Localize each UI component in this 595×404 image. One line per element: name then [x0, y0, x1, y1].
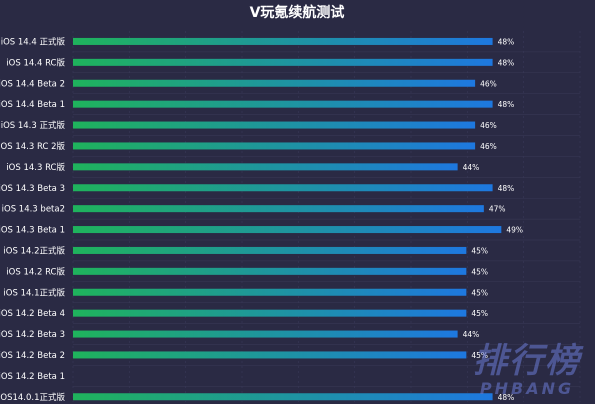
bar — [73, 37, 493, 45]
bar — [73, 100, 493, 108]
value-label: 49% — [506, 226, 523, 235]
bar — [73, 330, 458, 338]
value-label: 47% — [489, 205, 506, 214]
bar — [73, 205, 484, 213]
value-label: 48% — [498, 393, 515, 402]
bar — [73, 184, 493, 192]
category-label: iOS 14.2正式版 — [3, 245, 65, 256]
plot-area: iOS 14.4 正式版 48% iOS 14.4 RC版 48% iOS 14.4 B… — [0, 31, 581, 403]
bar — [73, 393, 493, 401]
category-label: iOS 14.3 正式版 — [1, 120, 66, 131]
bar — [73, 226, 502, 234]
category-label: iOS 14.1正式版 — [3, 287, 65, 298]
value-label: 44% — [463, 163, 480, 172]
category-label: iOS 14.2 Beta 3 — [0, 330, 65, 340]
category-label: iOS 14.4 Beta 2 — [0, 79, 65, 89]
value-label: 45% — [471, 288, 488, 297]
bar — [73, 142, 476, 150]
value-label: 44% — [463, 330, 480, 339]
value-label: 45% — [471, 309, 488, 318]
value-label: 48% — [498, 37, 515, 46]
category-label: iOS 14.2 RC版 — [6, 266, 65, 277]
category-label: iOS 14.4 Beta 1 — [0, 100, 65, 110]
bar — [73, 267, 467, 275]
bar — [73, 79, 476, 87]
value-label: 48% — [498, 184, 515, 193]
category-label: iOS 14.4 正式版 — [1, 36, 66, 47]
bar — [73, 351, 467, 359]
watermark-cn: 排行榜 — [473, 341, 581, 381]
value-label: 48% — [498, 100, 515, 109]
category-label: iOS14.0.1正式版 — [0, 392, 65, 403]
category-label: iOS 14.2 Beta 1 — [0, 372, 65, 382]
bar — [73, 246, 467, 254]
bar — [73, 163, 458, 171]
value-label: 46% — [480, 142, 497, 151]
category-label: iOS 14.3 Beta 3 — [0, 184, 65, 194]
value-label: 45% — [471, 351, 488, 360]
watermark-en: PHBANG — [479, 379, 575, 398]
value-label: 46% — [480, 79, 497, 88]
category-label: iOS 14.2 Beta 2 — [0, 351, 65, 361]
bar — [73, 121, 476, 129]
watermark: 排行榜 PHBANG — [473, 342, 581, 398]
category-label: iOS 14.3 RC 2版 — [0, 141, 65, 152]
value-label: 46% — [480, 121, 497, 130]
category-label: iOS 14.3 Beta 1 — [0, 226, 65, 236]
value-label: 45% — [471, 246, 488, 255]
category-label: iOS 14.3 beta2 — [2, 205, 65, 215]
category-label: iOS 14.2 Beta 4 — [0, 309, 65, 319]
bar — [73, 58, 493, 66]
chart-title: V玩氪续航测试 — [250, 4, 345, 21]
category-label: iOS 14.4 RC版 — [6, 57, 65, 68]
category-label: iOS 14.3 RC版 — [6, 162, 65, 173]
value-label: 45% — [471, 267, 488, 276]
bar — [73, 288, 467, 296]
bar — [73, 309, 467, 317]
value-label: 48% — [498, 58, 515, 67]
